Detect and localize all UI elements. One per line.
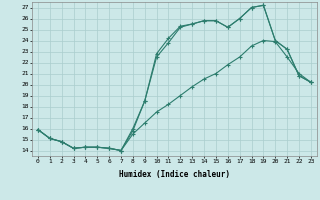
X-axis label: Humidex (Indice chaleur): Humidex (Indice chaleur) [119,170,230,179]
